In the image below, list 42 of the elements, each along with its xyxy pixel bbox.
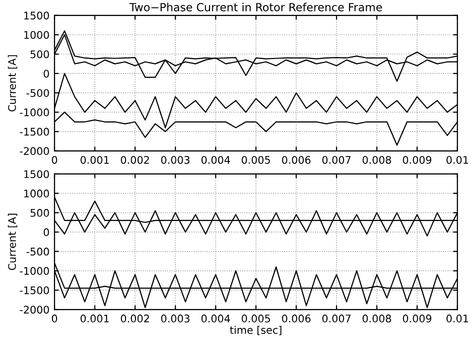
y-tick-label: 1500 <box>24 12 49 20</box>
x-tick-label: 0.002 <box>120 314 149 322</box>
y-tick-label: -500 <box>26 89 49 97</box>
chart-title: Two−Phase Current in Rotor Reference Frame <box>129 2 382 12</box>
y-tick-label: 1000 <box>24 190 49 198</box>
y-tick-label: -1500 <box>20 286 49 294</box>
y-tick-label: 1500 <box>24 170 49 178</box>
x-tick-label: 0.009 <box>402 314 432 322</box>
x-tick-label: 0.006 <box>282 314 311 322</box>
x-tick-label: 0.004 <box>201 314 230 322</box>
x-tick-label: 0.008 <box>362 156 392 164</box>
y-tick-label: 1000 <box>24 30 49 39</box>
x-tick-label: 0.004 <box>201 156 230 164</box>
x-axis-title: time [sec] <box>230 326 282 336</box>
x-tick-label: 0 <box>52 156 58 164</box>
x-tick-label: 0.003 <box>161 156 190 164</box>
y-tick-label: -1000 <box>20 267 49 275</box>
y-tick-label: -2000 <box>20 147 49 156</box>
x-tick-label: 0.01 <box>446 156 468 164</box>
y-tick-label: -1000 <box>20 108 49 116</box>
y-tick-label: 0 <box>44 228 49 236</box>
x-tick-label: 0.009 <box>402 156 432 164</box>
y-tick-label: -1500 <box>20 128 49 136</box>
x-tick-label: 0.005 <box>242 156 270 164</box>
y-tick-label: -500 <box>26 248 49 256</box>
y-tick-label: -2000 <box>20 306 49 314</box>
y-axis-title: Current [A] <box>8 55 18 112</box>
x-tick-label: 0.007 <box>322 156 351 164</box>
x-tick-label: 0.001 <box>80 156 109 164</box>
x-tick-label: 0.003 <box>161 314 190 322</box>
x-tick-label: 0.008 <box>362 314 392 322</box>
x-tick-label: 0.007 <box>322 314 351 322</box>
x-tick-label: 0.006 <box>282 156 311 164</box>
x-tick-label: 0.002 <box>120 156 149 164</box>
x-tick-label: 0.005 <box>242 314 270 322</box>
y-tick-label: 500 <box>30 50 49 58</box>
y-tick-label: 500 <box>30 208 49 217</box>
x-tick-label: 0 <box>52 314 58 322</box>
x-tick-label: 0.001 <box>80 314 109 322</box>
y-axis-title: Current [A] <box>8 214 18 270</box>
x-tick-label: 0.01 <box>446 314 468 322</box>
y-tick-label: 0 <box>44 70 49 78</box>
